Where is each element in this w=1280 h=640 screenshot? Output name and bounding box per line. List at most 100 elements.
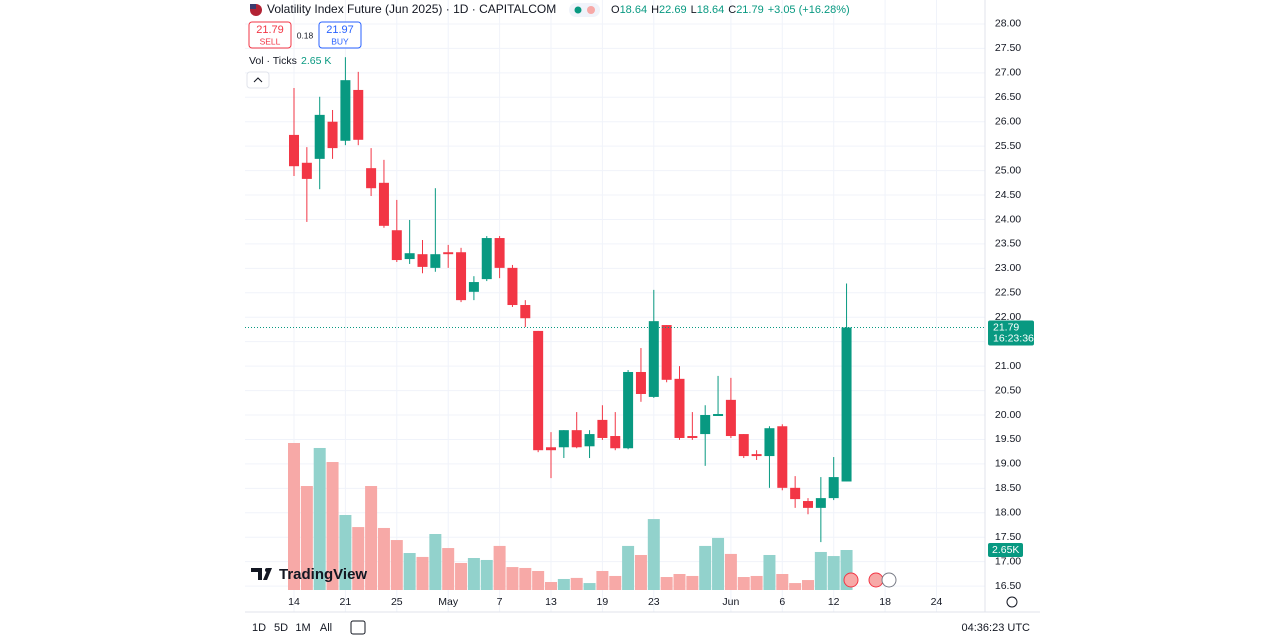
y-tick-label: 24.50 [995, 189, 1021, 201]
candle-body [507, 267, 518, 306]
calendar-icon[interactable] [350, 620, 366, 635]
candle-body [430, 254, 441, 268]
y-tick-label: 25.00 [995, 164, 1021, 176]
candle-body [597, 419, 608, 438]
ohlc-stats: O 18.64 H 22.69 L 18.64 C 21.79 +3.05 (+16.28%) [611, 4, 850, 16]
candle-body [790, 487, 801, 500]
x-tick-label: 18 [879, 596, 891, 608]
candle-body [648, 321, 659, 397]
event-icon[interactable] [843, 572, 859, 588]
volume-legend-value: 2.65 K [301, 55, 331, 67]
volume-bar [814, 551, 827, 590]
range-button[interactable]: 1D [252, 622, 266, 634]
status-dot [574, 6, 582, 14]
candle-body [713, 414, 724, 416]
x-tick-label: Jun [722, 596, 739, 608]
range-button[interactable]: 5D [274, 622, 288, 634]
status-pill[interactable] [569, 3, 600, 17]
logo-icon [265, 568, 269, 572]
y-tick-label: 17.50 [995, 531, 1021, 543]
volume-bar [724, 553, 737, 590]
volume-bar [789, 583, 802, 590]
volume-bar [673, 574, 686, 590]
candle-body [661, 325, 672, 380]
price-tag [988, 320, 1034, 346]
volume-bar [300, 486, 313, 590]
candle-body [481, 238, 492, 280]
volume-bar [390, 540, 403, 590]
candle-body [610, 436, 621, 449]
stat-change: +3.05 (+16.28%) [768, 4, 850, 16]
volume-bar [596, 570, 609, 590]
candle-body [391, 230, 402, 261]
buy-button[interactable] [318, 21, 362, 49]
y-tick-label: 20.50 [995, 384, 1021, 396]
x-tick-label: 13 [545, 596, 557, 608]
volume-bar [827, 556, 840, 590]
y-tick-label: 18.00 [995, 507, 1021, 519]
collapse-button[interactable] [246, 71, 270, 89]
candle-body [558, 430, 569, 448]
grid [245, 0, 985, 612]
candle-body [700, 415, 711, 435]
y-tick-label: 26.50 [995, 91, 1021, 103]
volume-bar [570, 577, 583, 590]
volume-legend-label: Vol · Ticks [249, 55, 297, 67]
volume-bar [288, 443, 300, 590]
stat-value: 22.69 [659, 4, 687, 16]
range-button[interactable]: All [320, 622, 332, 634]
volume-bar [802, 580, 814, 590]
candle-body [289, 134, 299, 167]
volume-bar [609, 575, 622, 590]
volume-bar [493, 545, 506, 590]
volume-bar [686, 575, 699, 590]
candle-body [378, 182, 389, 226]
volume-bar [557, 578, 570, 590]
stat-key: H [651, 4, 659, 16]
sell-price: 21.79 [256, 24, 284, 36]
volume-bar [326, 462, 339, 590]
settings-icon[interactable] [1006, 596, 1018, 608]
x-tick-label: May [438, 596, 459, 608]
volume-tag [988, 543, 1023, 558]
flag-icon [250, 4, 256, 9]
volume-bar [737, 577, 750, 590]
volume-bar [532, 570, 545, 590]
y-tick-label: 16.50 [995, 580, 1021, 592]
sell-button[interactable] [248, 21, 292, 49]
volume-bar [365, 486, 378, 590]
candle-body [584, 434, 595, 447]
candle-body [301, 162, 312, 179]
event-icon[interactable] [868, 572, 884, 588]
y-tick-label: 20.00 [995, 409, 1021, 421]
volume-bar [442, 548, 455, 590]
y-tick-label: 24.00 [995, 213, 1021, 225]
x-tick-label: 7 [497, 596, 503, 608]
stat-value: 21.79 [736, 4, 764, 16]
volume-bar [377, 527, 390, 590]
volume-bar [480, 559, 493, 590]
volume-bar [352, 527, 365, 590]
candle-body [674, 378, 685, 438]
volume-bar [467, 558, 480, 590]
candle-body [687, 436, 698, 438]
spread: 0.18 [297, 30, 314, 40]
volume-bar [699, 545, 712, 590]
candle-body [456, 252, 467, 301]
volume-bar [647, 519, 660, 590]
y-tick-label: 27.50 [995, 42, 1021, 54]
symbol-title: Volatility Index Future (Jun 2025) · 1D … [267, 2, 556, 16]
chevron-icon [253, 77, 263, 83]
candle-body [751, 454, 762, 457]
price-tag-value: 21.79 [993, 321, 1019, 333]
range-button[interactable]: 1M [295, 622, 310, 634]
candle-body [314, 114, 325, 159]
candle-body [635, 371, 646, 394]
x-tick-label: 25 [391, 596, 403, 608]
volume-bar [750, 575, 763, 590]
y-tick-label: 25.50 [995, 140, 1021, 152]
y-tick-label: 22.00 [995, 311, 1021, 323]
candle-body [520, 305, 531, 319]
event-icon[interactable] [881, 572, 897, 588]
